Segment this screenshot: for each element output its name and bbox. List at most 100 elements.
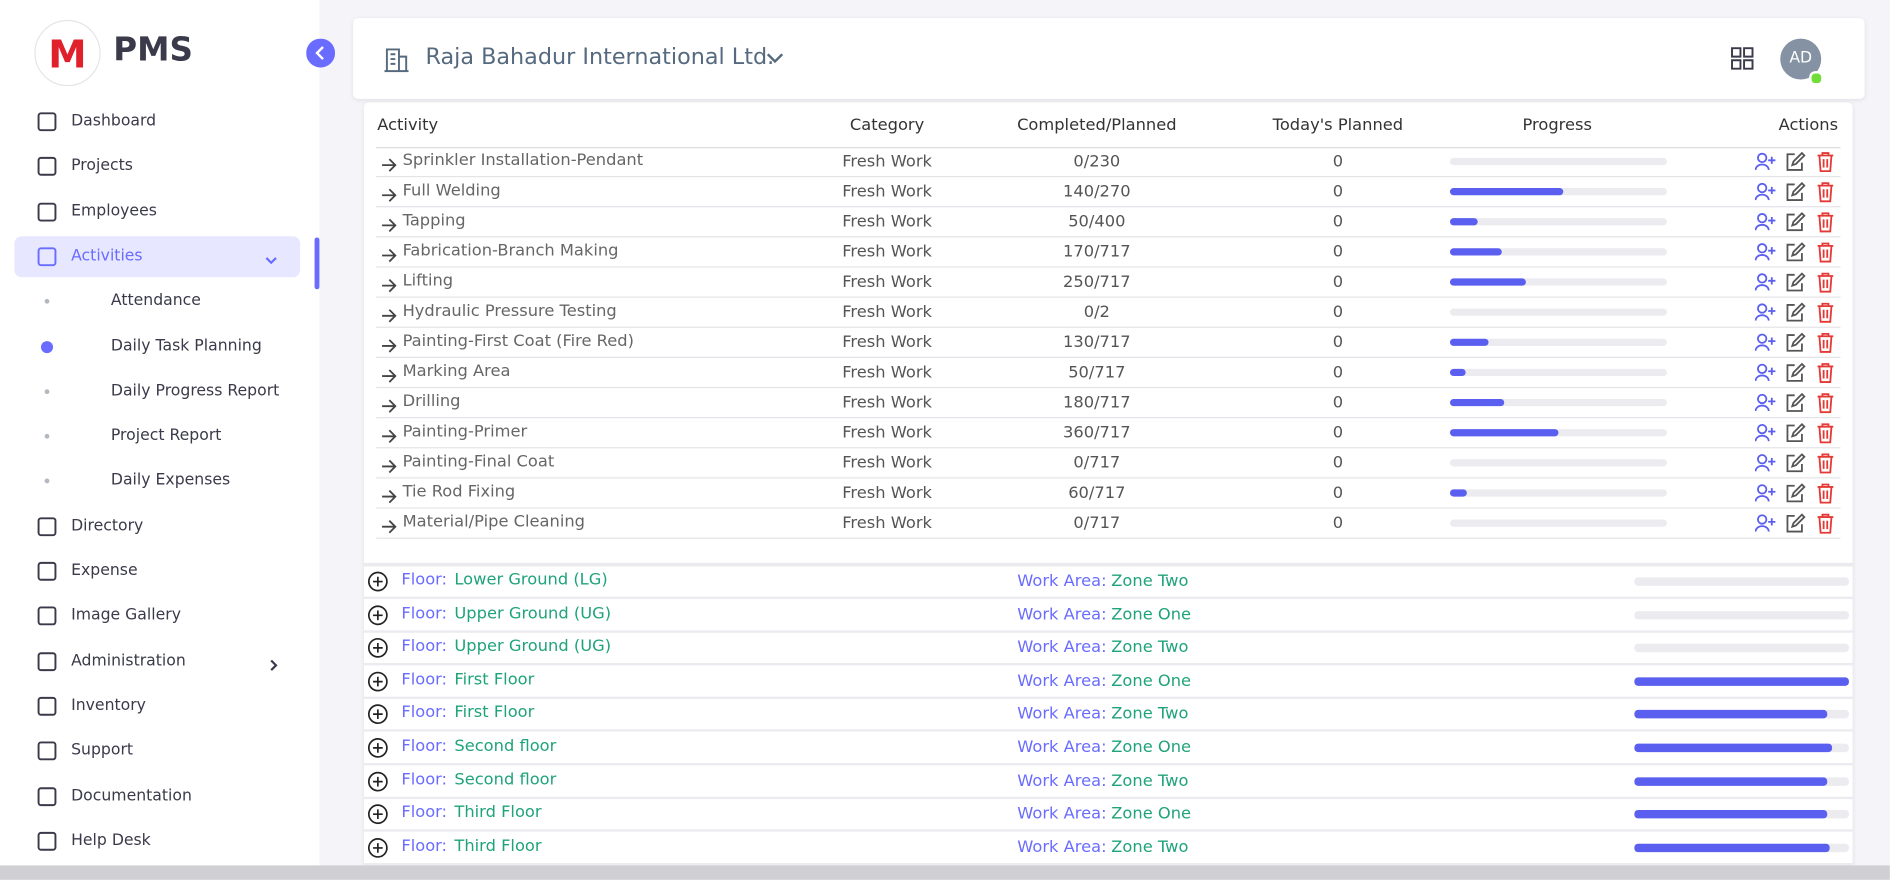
icon-part[interactable] xyxy=(1785,392,1806,412)
icon-part[interactable] xyxy=(1754,186,1776,201)
icon-part[interactable] xyxy=(37,786,57,806)
icon-part[interactable] xyxy=(1785,242,1806,262)
icon-part[interactable] xyxy=(1786,242,1806,262)
apps-shape[interactable] xyxy=(1731,47,1754,70)
icon-part[interactable] xyxy=(373,809,383,820)
icon-part[interactable] xyxy=(264,253,278,267)
icon-part[interactable] xyxy=(1757,213,1768,224)
icon-part[interactable] xyxy=(367,604,388,625)
icon-part[interactable] xyxy=(37,516,57,536)
icon-part[interactable] xyxy=(1817,182,1834,203)
icon-part[interactable] xyxy=(1754,393,1777,412)
collapse-button[interactable] xyxy=(306,38,336,68)
icon-part[interactable] xyxy=(367,837,388,858)
icon-part[interactable] xyxy=(1757,303,1768,314)
submenu-item[interactable]: Attendance xyxy=(110,291,201,310)
icon-part[interactable] xyxy=(36,605,58,627)
icon-part[interactable] xyxy=(1817,242,1834,263)
icon-part[interactable] xyxy=(36,785,58,807)
icon-part[interactable] xyxy=(1817,483,1834,504)
icon-part[interactable] xyxy=(1754,277,1776,291)
menu-icon[interactable] xyxy=(36,111,58,138)
icon-part[interactable] xyxy=(1817,302,1834,323)
icon-part[interactable] xyxy=(1754,216,1776,231)
icon-part[interactable] xyxy=(1786,513,1806,533)
icon-part[interactable] xyxy=(1754,182,1777,201)
icon-part[interactable] xyxy=(1816,453,1834,474)
icon-part[interactable] xyxy=(373,643,383,653)
icon-part[interactable] xyxy=(1754,513,1777,532)
edit-button[interactable] xyxy=(1785,212,1806,236)
icon-part[interactable] xyxy=(37,112,57,132)
icon-part[interactable] xyxy=(1816,242,1834,263)
icon-part[interactable] xyxy=(1786,181,1806,201)
icon-part[interactable] xyxy=(1816,513,1834,534)
menu-item[interactable]: Administration xyxy=(71,651,186,670)
delete-button[interactable] xyxy=(1816,242,1834,267)
icon-part[interactable] xyxy=(1754,363,1777,382)
expand-button[interactable] xyxy=(367,771,388,796)
icon-part[interactable] xyxy=(373,776,383,786)
icon-part[interactable] xyxy=(1754,212,1777,231)
edit-button[interactable] xyxy=(1785,242,1806,266)
icon-part[interactable] xyxy=(367,771,388,792)
menu-icon[interactable] xyxy=(36,515,58,542)
icon-part[interactable] xyxy=(1816,332,1834,353)
icon-part[interactable] xyxy=(1785,151,1806,171)
icon-part[interactable] xyxy=(36,515,58,537)
icon-part[interactable] xyxy=(367,604,388,625)
assign-button[interactable] xyxy=(1754,393,1777,417)
menu-item[interactable]: Help Desk xyxy=(71,831,151,850)
icon-part[interactable] xyxy=(36,156,58,178)
icon-part[interactable] xyxy=(1785,453,1806,473)
icon-part[interactable] xyxy=(1786,151,1806,171)
collapse-circle[interactable] xyxy=(306,38,336,68)
menu-icon[interactable] xyxy=(36,605,58,632)
icon-part[interactable] xyxy=(1817,212,1834,233)
icon-part[interactable] xyxy=(1754,333,1777,352)
icon-part[interactable] xyxy=(1785,362,1806,382)
icon-part[interactable] xyxy=(1817,453,1834,474)
icon-part[interactable] xyxy=(373,709,383,720)
delete-button[interactable] xyxy=(1816,483,1834,508)
icon-part[interactable] xyxy=(1785,272,1806,292)
apps-icon[interactable] xyxy=(1731,47,1755,71)
icon-part[interactable] xyxy=(1754,458,1776,472)
icon-part[interactable] xyxy=(1757,514,1768,525)
icon-part[interactable] xyxy=(1785,181,1806,201)
icon-part[interactable] xyxy=(1754,307,1776,321)
icon-part[interactable] xyxy=(1816,393,1834,414)
submenu-item[interactable]: Project Report xyxy=(110,426,222,445)
delete-button[interactable] xyxy=(1816,453,1834,478)
menu-item[interactable]: Support xyxy=(71,741,134,760)
expand-button[interactable] xyxy=(367,837,388,862)
icon-part[interactable] xyxy=(1754,488,1776,502)
icon-part[interactable] xyxy=(1786,422,1806,443)
icon-part[interactable] xyxy=(1754,427,1776,442)
icon-part[interactable] xyxy=(367,671,388,692)
assign-button[interactable] xyxy=(1754,272,1777,296)
expand-chevron[interactable] xyxy=(264,249,278,272)
icon-part[interactable] xyxy=(1786,272,1806,292)
edit-button[interactable] xyxy=(1785,422,1806,447)
icon-part[interactable] xyxy=(367,738,388,758)
menu-icon[interactable] xyxy=(36,201,58,228)
icon-part[interactable] xyxy=(1786,212,1806,232)
assign-button[interactable] xyxy=(1754,453,1777,477)
delete-button[interactable] xyxy=(1816,212,1834,237)
assign-button[interactable] xyxy=(1754,212,1777,236)
icon-part[interactable] xyxy=(373,609,383,620)
edit-button[interactable] xyxy=(1785,181,1806,206)
icon-part[interactable] xyxy=(1757,484,1768,495)
icon-part[interactable] xyxy=(1754,242,1777,261)
assign-button[interactable] xyxy=(1754,513,1777,537)
assign-button[interactable] xyxy=(1754,363,1777,387)
menu-icon[interactable] xyxy=(36,695,58,722)
menu-item[interactable]: Activities xyxy=(71,246,143,266)
assign-button[interactable] xyxy=(1754,423,1777,447)
expand-button[interactable] xyxy=(367,571,388,596)
icon-part[interactable] xyxy=(1754,518,1776,532)
edit-button[interactable] xyxy=(1785,392,1806,417)
icon-part[interactable] xyxy=(37,741,57,761)
icon-part[interactable] xyxy=(1757,273,1768,284)
